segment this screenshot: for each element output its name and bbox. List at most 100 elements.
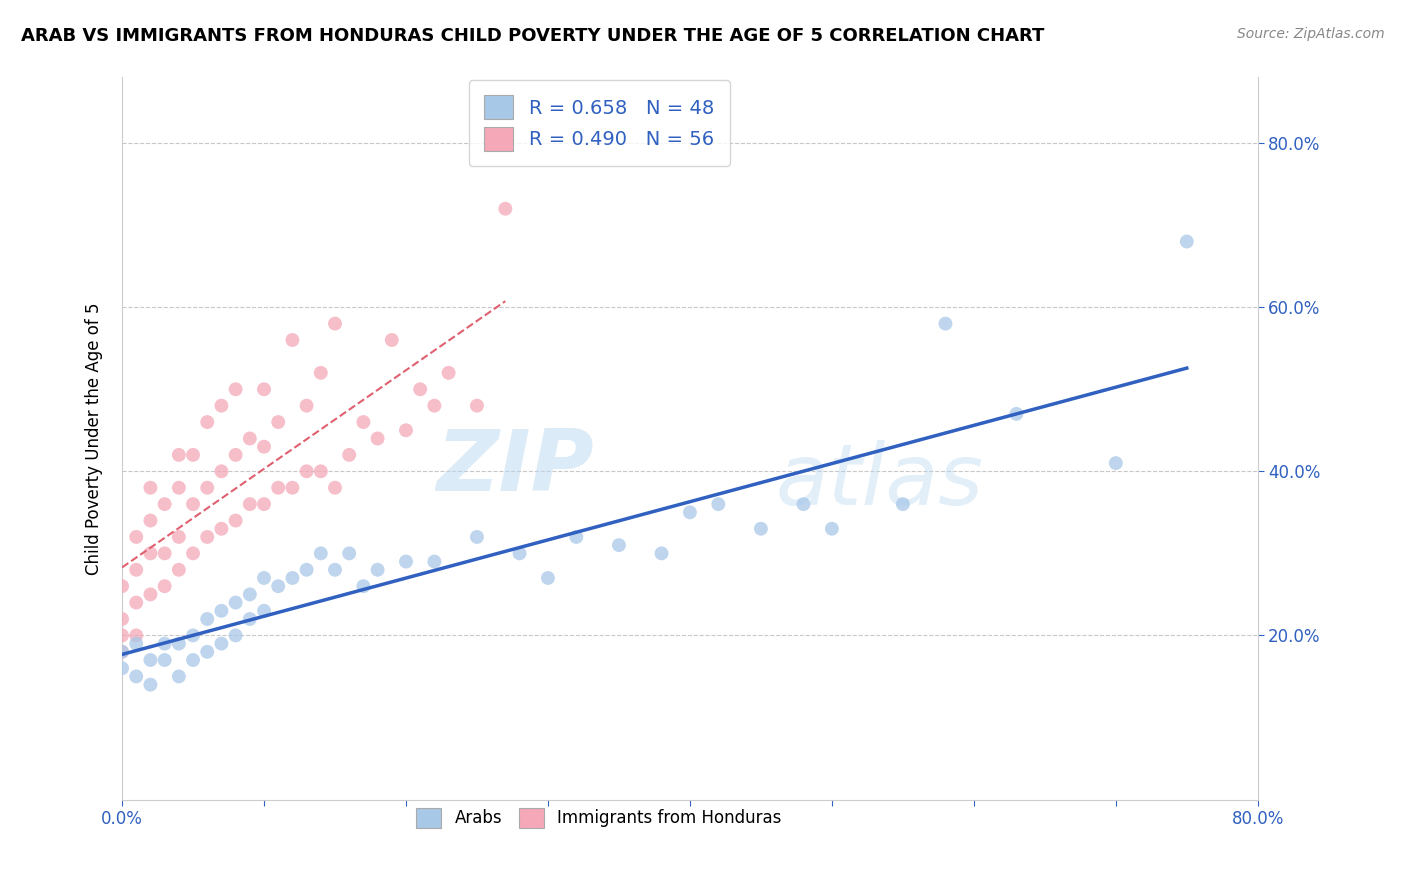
Point	[253, 440, 276, 454]
Text: atlas: atlas	[775, 441, 983, 524]
Point	[253, 382, 276, 396]
Point	[679, 505, 702, 519]
Point	[111, 661, 134, 675]
Point	[323, 481, 346, 495]
Point	[509, 546, 531, 560]
Point	[125, 637, 148, 651]
Point	[565, 530, 588, 544]
Point	[111, 645, 134, 659]
Point	[309, 366, 332, 380]
Point	[181, 653, 204, 667]
Point	[707, 497, 730, 511]
Point	[195, 481, 218, 495]
Point	[267, 579, 290, 593]
Point	[437, 366, 460, 380]
Point	[281, 333, 304, 347]
Point	[409, 382, 432, 396]
Point	[395, 423, 418, 437]
Point	[167, 563, 190, 577]
Legend: Arabs, Immigrants from Honduras: Arabs, Immigrants from Honduras	[409, 801, 789, 835]
Point	[209, 637, 232, 651]
Point	[295, 399, 318, 413]
Point	[125, 628, 148, 642]
Point	[195, 415, 218, 429]
Point	[337, 546, 360, 560]
Point	[395, 555, 418, 569]
Point	[267, 481, 290, 495]
Point	[139, 514, 162, 528]
Point	[209, 399, 232, 413]
Point	[537, 571, 560, 585]
Point	[281, 481, 304, 495]
Point	[139, 653, 162, 667]
Point	[209, 604, 232, 618]
Point	[181, 448, 204, 462]
Point	[195, 645, 218, 659]
Point	[1005, 407, 1028, 421]
Y-axis label: Child Poverty Under the Age of 5: Child Poverty Under the Age of 5	[86, 302, 103, 574]
Point	[239, 497, 262, 511]
Point	[309, 546, 332, 560]
Point	[195, 612, 218, 626]
Point	[309, 464, 332, 478]
Point	[111, 612, 134, 626]
Point	[167, 481, 190, 495]
Point	[167, 637, 190, 651]
Point	[253, 497, 276, 511]
Point	[153, 579, 176, 593]
Point	[295, 563, 318, 577]
Text: ARAB VS IMMIGRANTS FROM HONDURAS CHILD POVERTY UNDER THE AGE OF 5 CORRELATION CH: ARAB VS IMMIGRANTS FROM HONDURAS CHILD P…	[21, 27, 1045, 45]
Point	[253, 571, 276, 585]
Point	[139, 587, 162, 601]
Point	[209, 464, 232, 478]
Point	[323, 563, 346, 577]
Point	[352, 579, 374, 593]
Point	[139, 546, 162, 560]
Point	[153, 637, 176, 651]
Point	[323, 317, 346, 331]
Point	[153, 546, 176, 560]
Point	[111, 579, 134, 593]
Point	[367, 432, 389, 446]
Point	[792, 497, 814, 511]
Point	[1105, 456, 1128, 470]
Point	[337, 448, 360, 462]
Point	[1175, 235, 1198, 249]
Point	[381, 333, 404, 347]
Point	[253, 604, 276, 618]
Point	[225, 514, 247, 528]
Point	[651, 546, 673, 560]
Point	[167, 530, 190, 544]
Point	[267, 415, 290, 429]
Point	[465, 530, 488, 544]
Point	[139, 481, 162, 495]
Point	[225, 596, 247, 610]
Point	[934, 317, 956, 331]
Point	[423, 555, 446, 569]
Point	[181, 497, 204, 511]
Point	[225, 382, 247, 396]
Point	[239, 587, 262, 601]
Point	[295, 464, 318, 478]
Point	[281, 571, 304, 585]
Point	[209, 522, 232, 536]
Point	[153, 497, 176, 511]
Point	[181, 628, 204, 642]
Point	[181, 546, 204, 560]
Point	[494, 202, 516, 216]
Point	[125, 596, 148, 610]
Point	[225, 448, 247, 462]
Point	[607, 538, 630, 552]
Point	[167, 448, 190, 462]
Text: ZIP: ZIP	[436, 425, 593, 508]
Point	[465, 399, 488, 413]
Point	[139, 678, 162, 692]
Text: Source: ZipAtlas.com: Source: ZipAtlas.com	[1237, 27, 1385, 41]
Point	[153, 653, 176, 667]
Point	[821, 522, 844, 536]
Point	[111, 628, 134, 642]
Point	[125, 530, 148, 544]
Point	[195, 530, 218, 544]
Point	[749, 522, 772, 536]
Point	[352, 415, 374, 429]
